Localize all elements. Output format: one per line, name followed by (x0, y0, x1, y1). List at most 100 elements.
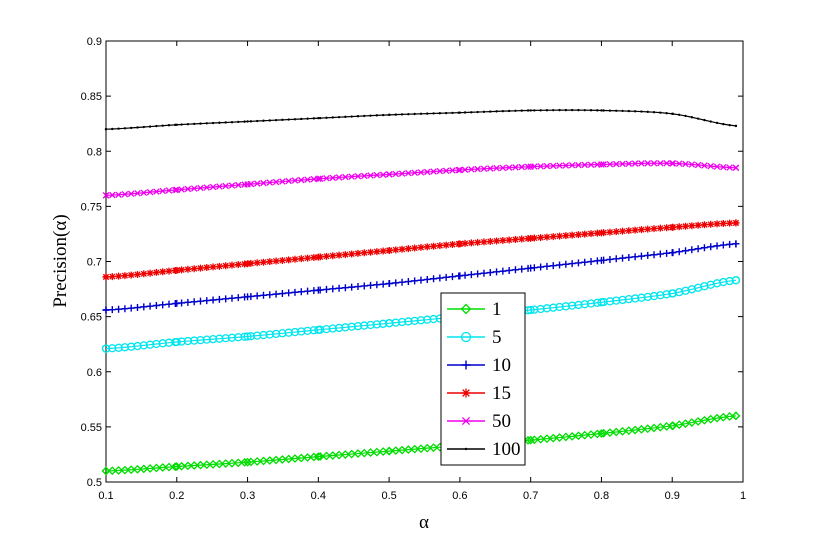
series-100-markers (104, 108, 738, 131)
data-point-15-5 (456, 240, 464, 248)
data-point-1 (145, 464, 155, 473)
data-point-50 (442, 167, 450, 175)
data-point-50 (581, 161, 589, 169)
data-point-5 (555, 302, 564, 312)
data-point-1 (170, 462, 180, 472)
data-point-5 (183, 336, 193, 346)
data-point-10-8 (668, 249, 676, 257)
data-point-15 (530, 234, 538, 242)
data-point-1 (183, 461, 193, 471)
data-point-50-0 (102, 192, 110, 199)
data-point-10 (228, 294, 236, 302)
data-point-50 (707, 162, 714, 170)
data-point-100 (148, 125, 152, 128)
data-point-10 (360, 282, 368, 290)
data-point-15 (379, 247, 387, 255)
data-point-5 (416, 316, 426, 325)
data-point-50-6 (527, 163, 534, 170)
data-point-5 (240, 332, 249, 341)
data-point-50 (228, 182, 236, 189)
data-point-10 (511, 266, 519, 274)
data-point-100 (268, 119, 271, 122)
data-point-1-2 (243, 457, 252, 467)
data-point-1 (567, 431, 577, 441)
data-point-10-5 (456, 272, 464, 280)
data-point-1 (403, 445, 413, 455)
data-point-5-4 (384, 319, 394, 328)
data-point-10 (341, 284, 349, 292)
data-point-50 (549, 162, 557, 170)
data-point-1 (429, 443, 438, 453)
data-point-50 (657, 159, 664, 167)
data-point-10 (606, 255, 614, 263)
data-point-1 (410, 444, 420, 454)
data-point-15 (417, 243, 425, 251)
data-point-5-0 (101, 344, 111, 353)
legend-entry-100: 100 (447, 439, 521, 460)
data-point-10 (574, 259, 582, 267)
x-tick-label: 0.1 (98, 490, 113, 502)
data-point-100 (608, 109, 612, 112)
data-point-50 (115, 191, 122, 198)
data-point-50 (675, 160, 683, 167)
data-point-1 (555, 433, 564, 442)
data-point-50 (197, 184, 204, 192)
data-point-50 (417, 169, 425, 176)
data-point-5 (530, 305, 539, 314)
data-point-10-2 (244, 293, 252, 301)
data-point-100 (413, 112, 416, 116)
data-point-50 (449, 167, 456, 174)
data-point-50 (304, 176, 311, 183)
data-point-15 (373, 248, 381, 256)
data-point-15 (493, 237, 501, 245)
data-point-5 (133, 341, 142, 351)
data-point-10 (184, 298, 192, 306)
data-point-5 (190, 336, 199, 345)
data-point-15 (133, 270, 141, 278)
data-point-15 (593, 229, 601, 237)
data-point-100 (627, 109, 631, 113)
data-point-100 (350, 115, 353, 118)
data-point-50 (606, 161, 614, 168)
data-point-10 (322, 285, 330, 293)
data-point-10 (430, 275, 438, 283)
data-point-10 (442, 273, 450, 281)
data-point-10 (133, 304, 141, 312)
data-point-1 (397, 445, 407, 455)
data-point-1 (347, 449, 357, 459)
data-point-10 (291, 288, 299, 296)
data-point-50 (701, 162, 708, 169)
data-point-15 (562, 232, 570, 240)
data-point-10 (108, 306, 116, 314)
data-point-5 (309, 326, 319, 335)
data-point-1 (592, 429, 602, 439)
x-tick-label: 0.3 (240, 490, 255, 502)
data-point-15 (253, 259, 261, 267)
data-point-50 (600, 161, 607, 168)
data-point-10 (304, 287, 312, 295)
data-point-100 (703, 118, 706, 122)
data-point-100 (211, 121, 215, 125)
data-point-10 (713, 242, 721, 250)
x-tick-label: 0.5 (381, 490, 396, 502)
data-point-50 (190, 185, 198, 192)
data-point-100 (375, 114, 379, 117)
data-point-1 (548, 433, 558, 443)
data-point-1 (605, 428, 615, 438)
data-point-10 (581, 258, 589, 266)
data-point-1 (296, 453, 306, 463)
data-point-100 (615, 109, 618, 112)
data-point-50 (260, 179, 267, 187)
data-point-5 (290, 327, 300, 337)
data-point-5 (114, 343, 123, 352)
data-point-15 (140, 270, 148, 278)
data-point-10-9 (732, 240, 740, 248)
data-point-50 (505, 164, 513, 171)
data-point-15 (190, 265, 198, 273)
data-point-15 (335, 251, 343, 259)
data-point-1 (523, 435, 533, 445)
data-point-100 (715, 121, 719, 125)
data-point-100 (545, 109, 549, 112)
data-point-15 (411, 244, 419, 252)
